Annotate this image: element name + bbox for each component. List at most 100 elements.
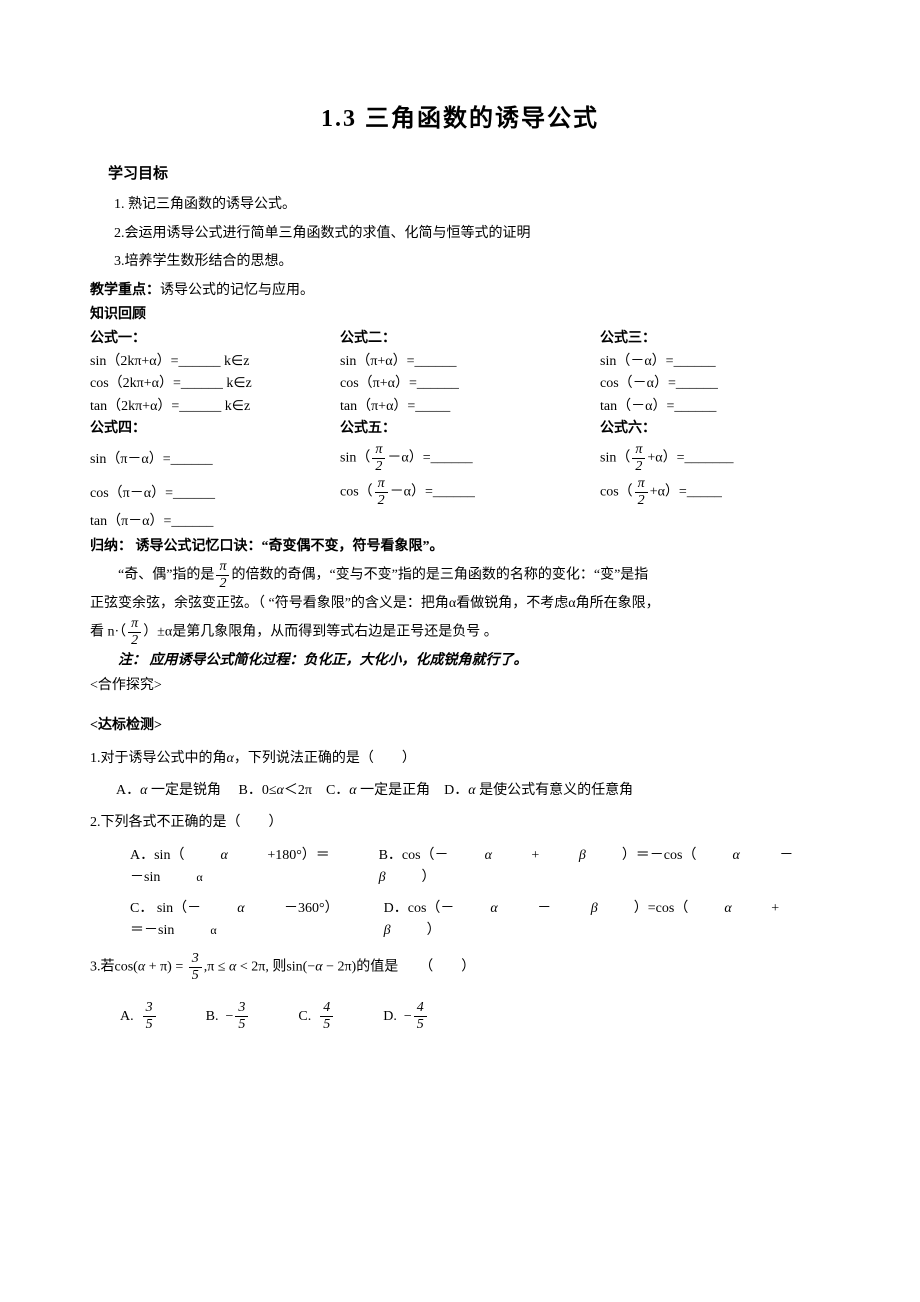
- q1-opt-a2: 一定是锐角 B．0≤: [147, 783, 276, 798]
- goal-1: 1. 熟记三角函数的诱导公式。: [114, 194, 830, 216]
- goals-heading: 学习目标: [108, 162, 830, 186]
- alpha-symbol: α: [227, 751, 234, 766]
- alpha-symbol: α: [220, 848, 227, 863]
- f1-cos: cos（2kπ+α）=______ k∈z: [90, 373, 340, 395]
- pi-over-2-icon: π2: [635, 477, 648, 508]
- f5-sin: sin（π2－α）=______: [340, 443, 600, 474]
- q3-pre: 3.若: [90, 960, 115, 975]
- q3-options: A. 35 B. −35 C. 45 D. −45: [120, 1001, 830, 1032]
- formula-4-head: 公式四：: [90, 418, 340, 440]
- beta-symbol: β: [591, 901, 598, 916]
- explanation-line-3: 看 n·（π2）±α是第几象限角，从而得到等式右边是正号还是负号 。: [90, 617, 830, 648]
- four-over-five-icon: 45: [320, 1001, 333, 1032]
- formula-row-456-sin: sin（π－α）=______ sin（π2－α）=______ sin（π2+…: [90, 443, 830, 474]
- alpha-symbol: α: [237, 901, 244, 916]
- zhishi-huigu-heading: 知识回顾: [90, 304, 830, 326]
- q3-opt-d: D. −45: [383, 1001, 429, 1032]
- f3-sin: sin（－α）=______: [600, 351, 810, 373]
- f6-sin-pre: sin（: [600, 451, 630, 466]
- f2-sin: sin（π+α）=______: [340, 351, 600, 373]
- q2b-p2: ）＝－cos（: [622, 848, 697, 863]
- alpha-symbol: α: [732, 848, 739, 863]
- formula-row-1-cos: cos（2kπ+α）=______ k∈z cos（π+α）=______ co…: [90, 373, 830, 395]
- neg-sign: −: [404, 1006, 412, 1028]
- q2-opt-d: D．cos（－α － β）=cos（α + β）: [384, 898, 794, 943]
- alpha-symbol: α: [468, 783, 475, 798]
- formula-row-456-cos: cos（π－α）=______ cos（π2－α）=______ cos（π2+…: [90, 477, 830, 508]
- para1-d-post: ）±α是第几象限角，从而得到等式右边是正号还是负号 。: [143, 625, 498, 640]
- goal-2: 2.会运用诱导公式进行简单三角函数式的求值、化简与恒等式的证明: [114, 223, 830, 245]
- three-over-five-icon: 35: [143, 1001, 156, 1032]
- pi-over-2-icon: π2: [372, 443, 385, 474]
- formula-1-head: 公式一：: [90, 328, 340, 350]
- q3-opt-b: B. −35: [206, 1001, 251, 1032]
- formula-headers-123: 公式一： 公式二： 公式三：: [90, 328, 830, 350]
- q1-options: A．α 一定是锐角 B．0≤α＜2π C．α 一定是正角 D．α 是使公式有意义…: [116, 780, 830, 802]
- q2-options-row2: C． sin（－α －360°）＝－sinα D．cos（－α － β）=cos…: [130, 898, 830, 943]
- f5-sin-pre: sin（: [340, 451, 370, 466]
- q2b-pre: B．cos（－: [379, 848, 449, 863]
- q2c-pre: C． sin（－: [130, 901, 201, 916]
- alpha-symbol: α: [315, 960, 322, 975]
- q3-sinpost: − 2π): [323, 960, 357, 975]
- q2b-p1: +: [528, 848, 543, 863]
- question-1: 1.对于诱导公式中的角α，下列说法正确的是（ ）: [90, 748, 830, 770]
- three-over-five-icon: 35: [235, 1001, 248, 1032]
- opt-d-label: D.: [383, 1006, 397, 1028]
- f5-cos-pre: cos（: [340, 485, 373, 500]
- para1-d-pre: 看 n·（: [90, 625, 126, 640]
- alpha-symbol: α: [277, 783, 284, 798]
- para1-b: 的倍数的奇偶，“变与不变”指的是三角函数的名称的变化：“变”是指: [231, 568, 648, 583]
- neg-sign: −: [225, 1006, 233, 1028]
- zhongdian-text: 诱导公式的记忆与应用。: [160, 283, 314, 298]
- alpha-symbol: α: [485, 848, 492, 863]
- q2-options-row1: A．sin（α +180°）＝－sinα B．cos（－α + β）＝－cos（…: [130, 845, 830, 890]
- formula-headers-456: 公式四： 公式五： 公式六：: [90, 418, 830, 440]
- f1-sin: sin（2kπ+α）=______ k∈z: [90, 351, 340, 373]
- q2a-pre: A．sin（: [130, 848, 184, 863]
- question-3: 3.若cos(α + π) = 35,π ≤ α < 2π, 则sin(−α −…: [90, 952, 830, 983]
- f5-cos-post: －α）=______: [390, 485, 475, 500]
- f5-sin-post: －α）=______: [387, 451, 472, 466]
- q2d-pre: D．cos（－: [384, 901, 455, 916]
- formula-2-head: 公式二：: [340, 328, 600, 350]
- q2-opt-a: A．sin（α +180°）＝－sinα: [130, 845, 343, 890]
- alpha-symbol: α: [490, 901, 497, 916]
- f6-sin: sin（π2+α）=_______: [600, 443, 810, 474]
- f2-cos: cos（π+α）=______: [340, 373, 600, 395]
- f3-tan: tan（－α）=______: [600, 396, 810, 418]
- f6-cos: cos（π2+α）=_____: [600, 477, 810, 508]
- beta-symbol: β: [379, 870, 386, 885]
- guina-quote: “奇变偶不变，符号看象限”。: [262, 539, 444, 554]
- opt-b-label: B.: [206, 1006, 219, 1028]
- q1-opt-b2: ＜2π C．: [284, 783, 349, 798]
- alpha-symbol: α: [349, 783, 356, 798]
- f1-tan: tan（2kπ+α）=______ k∈z: [90, 396, 340, 418]
- f4-sin: sin（π－α）=______: [90, 443, 340, 474]
- f4-tan: tan（π－α）=______: [90, 511, 830, 533]
- guina-line: 归纳： 诱导公式记忆口诀：“奇变偶不变，符号看象限”。: [90, 536, 830, 558]
- q2-opt-c: C． sin（－α －360°）＝－sinα: [130, 898, 348, 943]
- q3-opt-c: C. 45: [298, 1001, 335, 1032]
- page-title: 1.3 三角函数的诱导公式: [90, 100, 830, 138]
- alpha-small-symbol: α: [196, 870, 202, 884]
- zhongdian-line: 教学重点：诱导公式的记忆与应用。: [90, 280, 830, 302]
- opt-c-label: C.: [298, 1006, 311, 1028]
- q2b-p4: ）: [422, 870, 436, 885]
- q3-sin: sin(−: [286, 960, 315, 975]
- goal-3: 3.培养学生数形结合的思想。: [114, 251, 830, 273]
- alpha-symbol: α: [724, 901, 731, 916]
- guina-pre: 归纳： 诱导公式记忆口诀：: [90, 539, 262, 554]
- pi-over-2-icon: π2: [216, 560, 229, 591]
- q3-ze: , 则: [265, 960, 286, 975]
- explanation-line-1: “奇、偶”指的是π2的倍数的奇偶，“变与不变”指的是三角函数的名称的变化：“变”…: [90, 560, 830, 591]
- beta-symbol: β: [579, 848, 586, 863]
- zhongdian-label: 教学重点：: [90, 283, 160, 298]
- question-2: 2.下列各式不正确的是（ ）: [90, 812, 830, 834]
- q1-opt-c2: 一定是正角 D．: [357, 783, 469, 798]
- q3-tail: 的值是 （ ）: [356, 960, 475, 975]
- zhu-line: 注： 应用诱导公式简化过程：负化正，大化小，化成锐角就行了。: [90, 650, 830, 672]
- f3-cos: cos（－α）=______: [600, 373, 810, 395]
- q1-opt-d2: 是使公式有意义的任意角: [476, 783, 634, 798]
- f6-cos-pre: cos（: [600, 485, 633, 500]
